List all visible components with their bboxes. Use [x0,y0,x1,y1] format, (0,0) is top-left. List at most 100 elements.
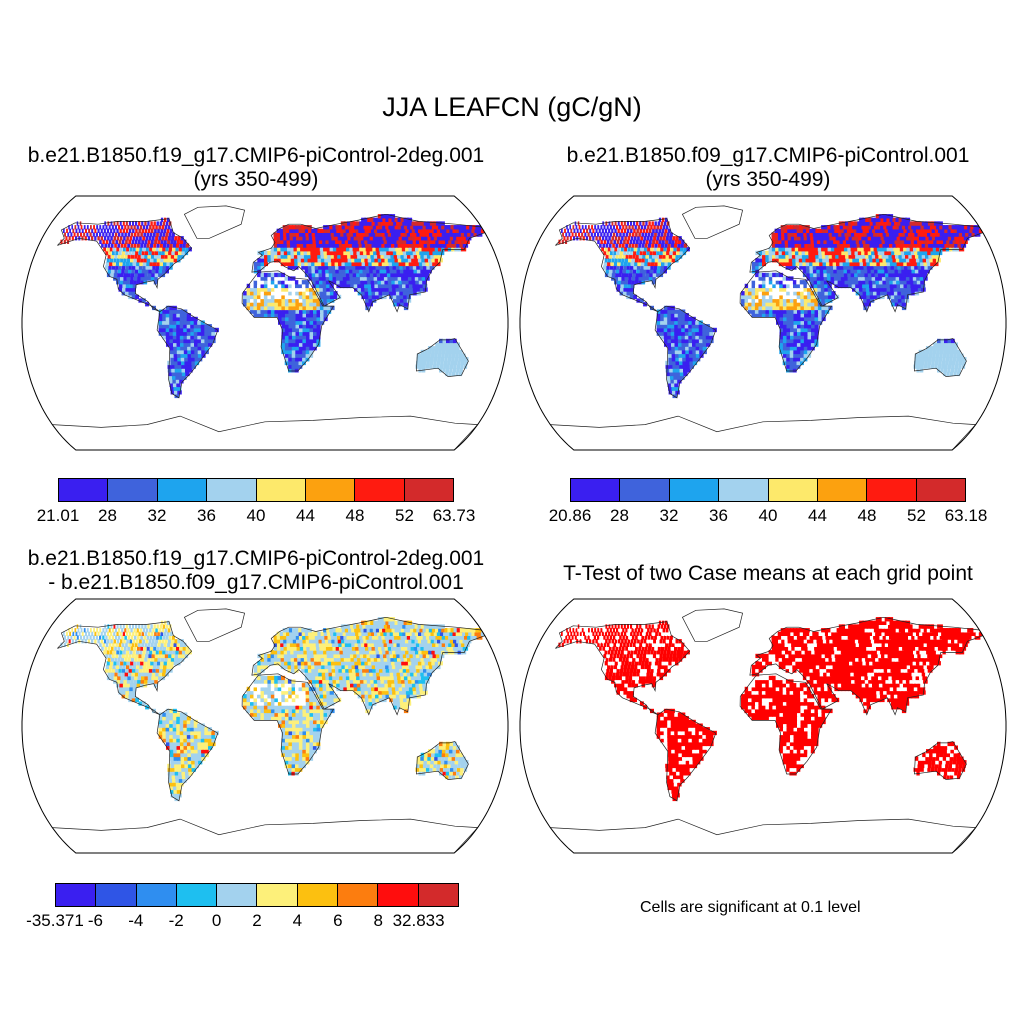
grid-cell [344,261,350,267]
grid-cell [131,269,135,274]
grid-cell [175,379,181,384]
grid-cell [886,225,892,230]
grid-cell [388,217,394,222]
grid-cell [154,228,157,233]
grid-cell [786,327,791,333]
grid-cell [170,756,175,761]
grid-cell [887,214,894,219]
grid-cell [911,254,917,259]
grid-cell [452,243,459,248]
grid-cell [107,221,110,226]
grid-cell [676,250,680,256]
grid-cell [270,247,275,252]
grid-cell [173,258,178,263]
grid-cell [379,225,384,230]
grid-cell [813,280,818,285]
grid-cell [166,342,171,347]
grid-cell [454,763,458,769]
grid-cell [309,712,314,717]
grid-cell [677,316,682,322]
grid-cell [744,291,749,296]
grid-cell [323,298,328,303]
grid-cell [97,228,100,233]
grid-cell [405,247,410,252]
grid-cell [420,243,426,248]
grid-cell [790,232,795,237]
grid-cell [419,364,423,369]
grid-cell [384,232,390,237]
grid-cell [667,338,672,344]
grid-cell [893,283,898,289]
grid-cell [695,324,700,329]
grid-cell [803,353,808,358]
grid-cell [295,349,300,355]
grid-cell [176,346,181,351]
grid-cell [305,745,310,750]
grid-cell [274,302,279,307]
grid-cell [270,313,275,318]
grid-cell [661,261,665,267]
grid-cell [818,320,823,325]
grid-cell [151,272,155,278]
grid-cell [457,239,464,244]
grid-cell [305,353,310,358]
grid-cell [681,239,685,244]
grid-cell [179,331,184,336]
grid-cell [389,265,394,270]
grid-cell [366,276,372,281]
grid-cell [257,283,261,289]
grid-cell [278,316,283,322]
grid-cell [169,309,174,314]
grid-cell [859,228,865,233]
grid-cell [311,261,316,267]
grid-cell [284,712,289,717]
grid-cell [346,276,351,281]
grid-cell [390,276,396,281]
grid-cell [291,712,296,717]
grid-cell [897,287,902,292]
grid-cell [323,294,328,300]
grid-cell [683,247,687,252]
grid-cell [250,291,254,296]
grid-cell [419,225,425,230]
grid-cell [358,228,363,233]
grid-cell [363,225,369,230]
grid-cell [184,360,189,366]
grid-cell [838,232,843,237]
grid-cell [919,236,925,241]
grid-cell [291,346,296,351]
grid-cell [788,243,793,248]
grid-cell [459,349,463,355]
grid-cell [880,269,886,274]
grid-cell [657,247,661,252]
grid-cell [623,291,627,296]
grid-cell [377,276,382,281]
grid-cell [419,763,423,769]
grid-cell [141,221,144,226]
grid-cell [890,236,895,241]
grid-cell [877,225,882,230]
grid-cell [908,243,914,248]
grid-cell [419,232,425,237]
grid-cell [456,771,460,776]
grid-cell [768,276,773,281]
grid-cell [448,371,452,377]
grid-cell [681,346,686,351]
grid-cell [810,280,815,285]
grid-cell [145,236,149,241]
grid-cell [176,335,181,340]
grid-cell [158,236,162,241]
grid-cell [111,225,114,230]
grid-cell [962,239,968,244]
grid-cell [177,353,182,358]
grid-cell [71,225,73,230]
grid-cell [800,291,805,296]
grid-cell [430,760,434,765]
grid-cell [691,320,696,325]
grid-cell [617,261,621,267]
grid-cell [385,261,390,267]
grid-cell [911,243,917,248]
grid-cell [968,232,974,237]
grid-cell [197,353,203,358]
grid-cell [319,291,324,296]
